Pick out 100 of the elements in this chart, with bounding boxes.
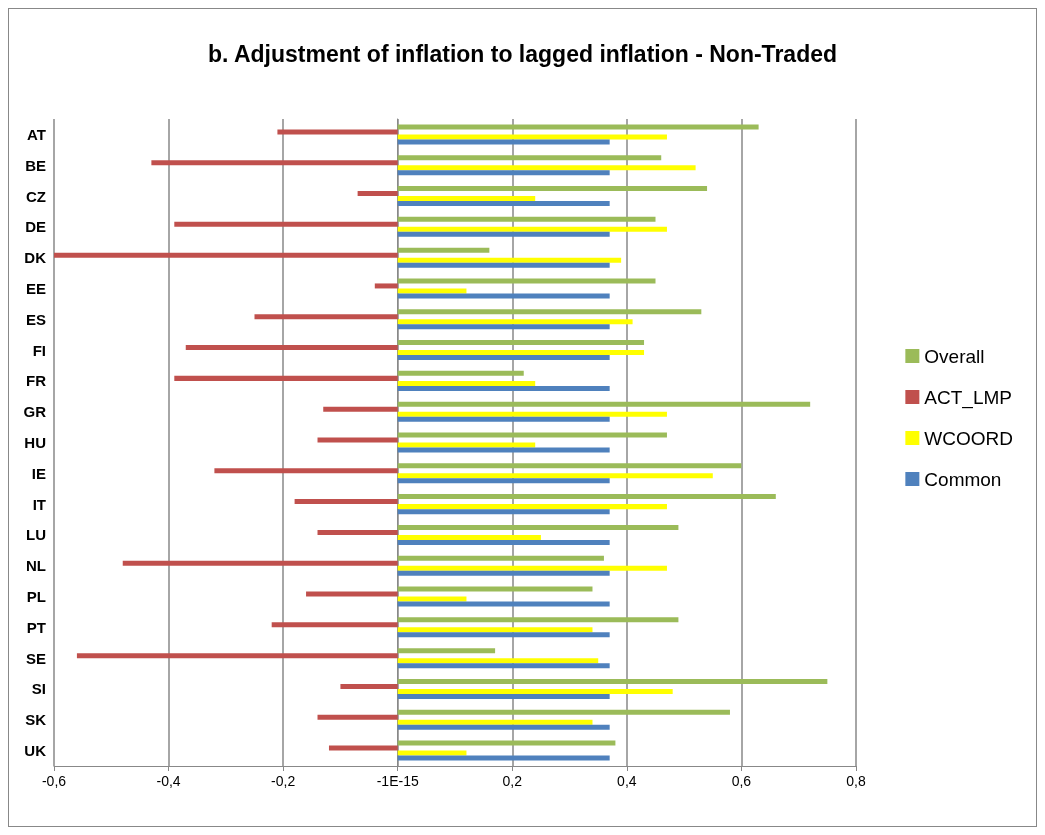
bar [397, 278, 656, 284]
bar [357, 191, 398, 197]
y-tick-label: IT [32, 495, 46, 513]
y-tick-label: IE [31, 464, 46, 482]
bar [397, 186, 708, 192]
bar [328, 745, 398, 751]
bar [397, 740, 616, 746]
bar [397, 139, 610, 145]
bar [397, 247, 490, 253]
bar [397, 648, 496, 654]
x-tick-label: 0,8 [846, 773, 866, 789]
bar [174, 221, 398, 227]
bar [397, 201, 610, 207]
bar [397, 617, 679, 623]
y-tick-label: GR [23, 403, 47, 421]
bar [397, 401, 811, 407]
bar [397, 504, 667, 510]
bar [397, 309, 702, 315]
bar [306, 591, 398, 597]
bar [397, 755, 610, 761]
y-tick-label: LU [26, 526, 46, 544]
bar [254, 314, 398, 320]
bar [317, 714, 398, 720]
bar [397, 380, 536, 386]
bar [397, 165, 696, 171]
y-tick-label: SE [25, 649, 46, 667]
bar [397, 663, 610, 669]
bar [397, 570, 610, 576]
bar [54, 252, 398, 258]
bar [397, 442, 536, 448]
bar [397, 170, 610, 176]
x-tick-label: -0,4 [156, 773, 181, 789]
legend-label: Overall [924, 345, 985, 367]
bar [397, 432, 667, 438]
bar [397, 565, 667, 571]
bar [122, 560, 398, 566]
bar [397, 319, 633, 325]
bar [397, 155, 662, 161]
bar [397, 627, 593, 633]
bar [277, 129, 398, 135]
bar [397, 693, 610, 699]
bar [397, 385, 610, 391]
bar [397, 216, 656, 222]
bar [397, 688, 673, 694]
bar [397, 226, 667, 232]
bar [294, 499, 398, 505]
x-tick-label: 0,4 [617, 773, 637, 789]
bar [397, 196, 536, 202]
legend-label: ACT_LMP [924, 386, 1012, 409]
y-tick-label: FI [32, 341, 46, 359]
bar [374, 283, 398, 289]
bar [397, 586, 593, 592]
y-tick-label: SK [25, 711, 47, 729]
bar [397, 658, 599, 664]
bar [76, 653, 398, 659]
y-tick-label: SI [31, 680, 46, 698]
bar [397, 719, 593, 725]
bar [397, 601, 610, 607]
bar [214, 468, 398, 474]
bar [397, 370, 524, 376]
x-tick-label: -0,2 [271, 773, 296, 789]
bar [397, 478, 610, 484]
bar [397, 534, 541, 540]
y-tick-label: ES [25, 310, 46, 328]
y-tick-label: AT [27, 125, 46, 143]
y-tick-label: HU [24, 434, 46, 451]
bar [323, 406, 398, 412]
bar [397, 134, 667, 140]
chart-title: b. Adjustment of inflation to lagged inflation - Non-Traded [207, 40, 838, 67]
bar [397, 524, 679, 530]
x-tick-label: -1E-15 [376, 773, 419, 789]
bar [397, 632, 610, 638]
bar [397, 324, 610, 330]
bar [397, 231, 610, 237]
x-tick-label: -0,6 [41, 773, 67, 789]
bar [397, 411, 667, 417]
y-tick-label: DE [25, 218, 46, 236]
bar [397, 750, 467, 756]
bar [271, 622, 398, 628]
y-tick-label: PT [26, 618, 46, 636]
bar [397, 539, 610, 545]
legend-label: WCOORD [924, 427, 1013, 449]
y-tick-label: FR [26, 372, 47, 390]
y-tick-label: PL [26, 588, 46, 606]
bar [397, 555, 604, 561]
bar [397, 447, 610, 453]
bar [397, 463, 742, 469]
bar [151, 160, 398, 166]
bar [397, 257, 622, 263]
bar [397, 678, 828, 684]
x-tick-label: 0,6 [731, 773, 752, 789]
bar [397, 262, 610, 268]
bar [340, 683, 398, 689]
y-tick-label: EE [25, 279, 46, 297]
bar [317, 437, 398, 443]
bar [397, 473, 713, 479]
y-tick-label: CZ [26, 187, 46, 205]
y-tick-label: BE [25, 156, 46, 174]
bar [397, 350, 645, 356]
bar [397, 124, 759, 130]
